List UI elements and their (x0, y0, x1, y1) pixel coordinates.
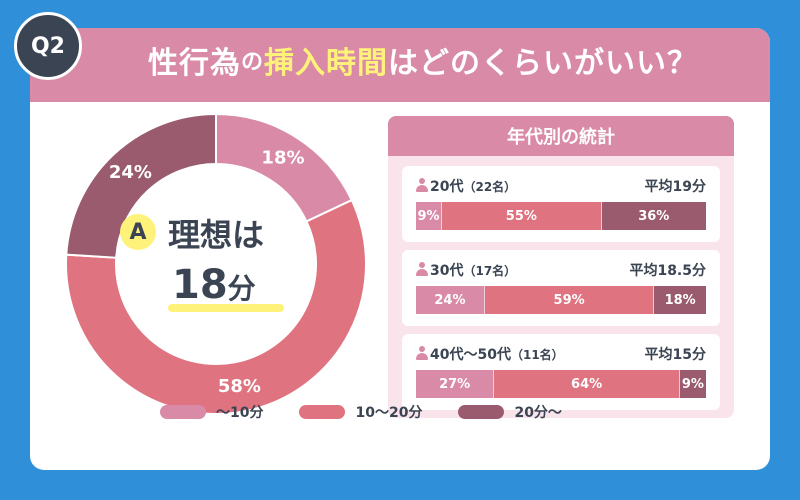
group-average: 平均15分 (644, 347, 706, 363)
page-title: 性行為の挿入時間 はどのくらいがいい？ (78, 36, 768, 84)
slice-10to20 (65, 198, 367, 415)
legend-swatch (458, 405, 505, 419)
stacked-bar: 27% 64% 9% (416, 370, 706, 398)
person-icon (416, 178, 428, 192)
title-particle: の (240, 50, 264, 75)
slice-gt20 (65, 112, 217, 259)
group-age: 40代～50代 (430, 347, 511, 363)
segment-lt10: 24% (416, 286, 485, 314)
stacked-bar: 24% 59% 18% (416, 286, 706, 314)
segment-lt10: 27% (416, 370, 495, 398)
legend-item-lt10: ～10分 (160, 402, 263, 422)
group-age: 20代 (430, 179, 464, 195)
segment-10to20: 59% (484, 286, 655, 314)
group-average: 平均18.5分 (629, 263, 706, 279)
group-age: 30代 (430, 263, 464, 279)
answer-label: 理想は (168, 216, 265, 254)
chart-legend: ～10分 10～20分 20分～ (160, 400, 562, 424)
group-label: 20代（22名） (416, 176, 516, 196)
header-banner (30, 28, 770, 102)
segment-gt20: 36% (601, 202, 706, 230)
slice-gt20-label: 24% (109, 162, 152, 183)
title-part-3: はどのくらいがいい？ (388, 46, 698, 81)
answer-badge: A (120, 214, 156, 250)
answer-value: 18 (172, 262, 228, 308)
segment-10to20: 64% (494, 370, 680, 398)
legend-item-gt20: 20分～ (458, 402, 562, 422)
stacked-bar: 9% 55% 36% (416, 202, 706, 230)
group-label: 40代～50代（11名） (416, 344, 564, 364)
title-highlight: 挿入時間 (264, 46, 388, 81)
answer-unit: 分 (227, 272, 256, 305)
segment-gt20: 18% (654, 286, 706, 314)
segment-10to20: 55% (442, 202, 602, 230)
stats-group-40s-50s: 40代～50代（11名） 平均15分 27% 64% 9% (402, 334, 720, 410)
person-icon (416, 346, 428, 360)
group-count: （11名） (510, 348, 564, 362)
slice-lt10-label: 18% (261, 147, 304, 168)
group-label: 30代（17名） (416, 260, 516, 280)
title-part-1: 性行為 (147, 46, 241, 81)
segment-lt10: 9% (416, 202, 443, 230)
stats-group-30s: 30代（17名） 平均18.5分 24% 59% 18% (402, 250, 720, 326)
question-badge: Q2 (14, 12, 82, 80)
group-count: （17名） (463, 264, 517, 278)
group-average: 平均19分 (644, 179, 706, 195)
legend-swatch (299, 405, 346, 419)
segment-gt20: 9% (679, 370, 706, 398)
legend-label: ～10分 (216, 405, 264, 421)
legend-label: 10～20分 (355, 405, 423, 421)
group-count: （22名） (463, 180, 517, 194)
donut-chart-svg: 18% 58% 24% (65, 112, 367, 415)
donut-chart: 18% 58% 24% (65, 112, 367, 415)
answer-block: A 理想は 18分 (120, 170, 310, 320)
answer-underline (168, 304, 284, 312)
person-icon (416, 262, 428, 276)
stats-title: 年代別の統計 (388, 116, 734, 156)
slice-10to20-label: 58% (218, 376, 261, 397)
age-stats-panel: 年代別の統計 20代（22名） 平均19分 9% 55% 36% 30代（17名） … (388, 116, 734, 418)
stats-group-20s: 20代（22名） 平均19分 9% 55% 36% (402, 166, 720, 242)
legend-item-10to20: 10～20分 (299, 402, 422, 422)
legend-label: 20分～ (514, 405, 562, 421)
answer-value-wrap: 18分 (172, 262, 256, 308)
legend-swatch (160, 405, 206, 419)
